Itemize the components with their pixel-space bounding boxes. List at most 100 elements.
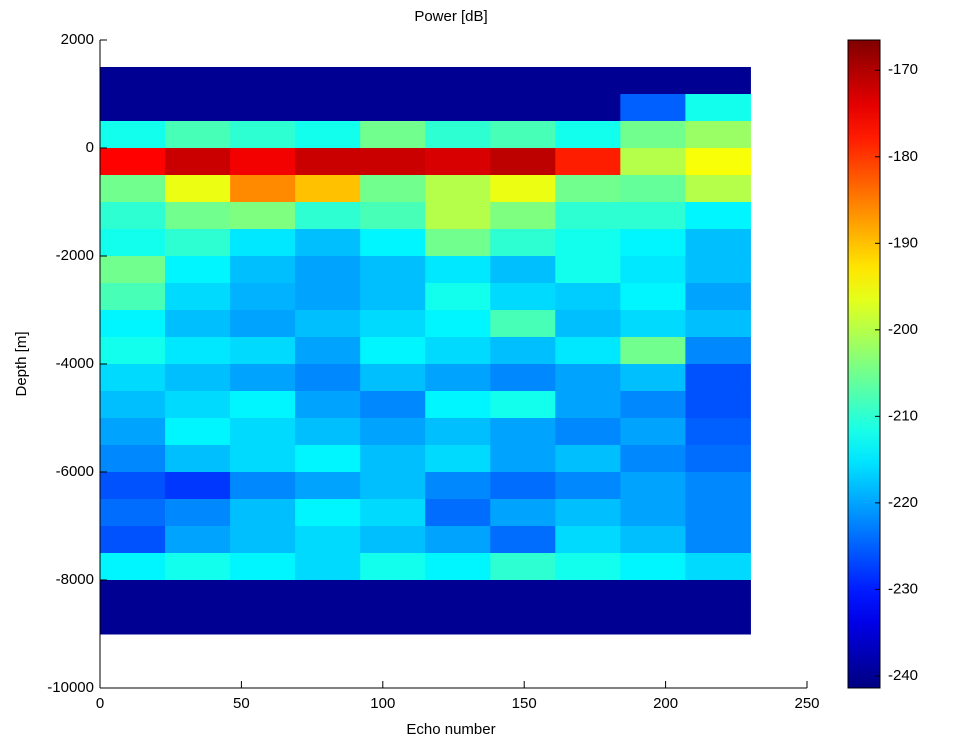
heat-cell <box>165 499 231 527</box>
heat-cell <box>490 67 556 95</box>
heat-cell <box>100 229 166 257</box>
colorbar-tick-label: -240 <box>888 667 918 684</box>
colorbar-tick-label: -210 <box>888 407 918 424</box>
heat-cell <box>360 391 426 419</box>
heat-cell <box>555 256 621 284</box>
heat-cell <box>295 418 361 446</box>
heat-cell <box>360 607 426 635</box>
heat-cell <box>165 391 231 419</box>
heat-cell <box>230 67 296 95</box>
heat-cell <box>620 445 686 473</box>
heat-cell <box>165 526 231 554</box>
heat-cell <box>100 310 166 338</box>
y-tick-label: -4000 <box>56 355 94 372</box>
heat-cell <box>425 526 491 554</box>
heat-cell <box>490 499 556 527</box>
heat-cell <box>165 553 231 581</box>
heat-cell <box>685 607 751 635</box>
heat-cell <box>685 202 751 230</box>
heat-cell <box>490 310 556 338</box>
heat-cell <box>230 499 296 527</box>
heat-cell <box>230 310 296 338</box>
heat-cell <box>230 229 296 257</box>
heat-cell <box>685 418 751 446</box>
heat-cell <box>295 553 361 581</box>
y-tick-label: -2000 <box>56 247 94 264</box>
heat-cell <box>620 229 686 257</box>
heat-cell <box>295 202 361 230</box>
heat-cell <box>425 256 491 284</box>
heat-cell <box>165 418 231 446</box>
heat-cell <box>685 310 751 338</box>
heat-cell <box>490 418 556 446</box>
heat-cell <box>295 445 361 473</box>
heat-cell <box>620 418 686 446</box>
heat-cell <box>230 148 296 176</box>
heat-cell <box>295 580 361 608</box>
colorbar <box>847 39 881 689</box>
heat-cell <box>620 256 686 284</box>
heat-cell <box>100 337 166 365</box>
heat-cell <box>685 121 751 149</box>
heat-cell <box>295 607 361 635</box>
heat-cell <box>555 283 621 311</box>
heat-cell <box>425 580 491 608</box>
heat-cell <box>685 94 751 122</box>
heat-cell <box>165 337 231 365</box>
heat-cell <box>425 121 491 149</box>
heat-cell <box>360 283 426 311</box>
heat-cell <box>490 121 556 149</box>
y-tick-label: -6000 <box>56 463 94 480</box>
heat-cell <box>360 553 426 581</box>
heat-cell <box>425 148 491 176</box>
heat-cell <box>620 391 686 419</box>
heat-cell <box>360 445 426 473</box>
heat-cell <box>490 472 556 500</box>
heat-cell <box>555 121 621 149</box>
heat-cell <box>490 229 556 257</box>
heat-cell <box>555 391 621 419</box>
x-tick-label: 200 <box>653 695 678 712</box>
heat-cell <box>620 121 686 149</box>
heat-cell <box>555 499 621 527</box>
heat-cell <box>295 229 361 257</box>
heat-cell <box>100 526 166 554</box>
heat-cell <box>425 67 491 95</box>
heat-cell <box>295 526 361 554</box>
heat-cell <box>555 229 621 257</box>
heat-cell <box>165 445 231 473</box>
heat-cell <box>620 553 686 581</box>
colorbar-tick-label: -170 <box>888 61 918 78</box>
heat-cell <box>100 175 166 203</box>
heat-cell <box>555 175 621 203</box>
heat-cell <box>490 256 556 284</box>
heat-cell <box>620 472 686 500</box>
heat-cell <box>230 472 296 500</box>
heat-cell <box>100 499 166 527</box>
heat-cell <box>165 472 231 500</box>
heat-cell <box>425 391 491 419</box>
heat-cell <box>555 580 621 608</box>
heat-cell <box>230 364 296 392</box>
heat-cell <box>685 553 751 581</box>
heat-cell <box>295 283 361 311</box>
heat-cell <box>230 202 296 230</box>
heat-cell <box>360 418 426 446</box>
heat-cell <box>100 148 166 176</box>
heat-cell <box>165 607 231 635</box>
heat-cell <box>295 472 361 500</box>
colorbar-tick-label: -200 <box>888 321 918 338</box>
heat-cell <box>360 337 426 365</box>
heat-cell <box>490 94 556 122</box>
heat-cell <box>685 580 751 608</box>
heat-cell <box>425 229 491 257</box>
heat-cell <box>620 283 686 311</box>
heat-cell <box>685 472 751 500</box>
heat-cell <box>295 337 361 365</box>
heat-cell <box>165 202 231 230</box>
heat-cell <box>555 202 621 230</box>
heat-cell <box>295 67 361 95</box>
heat-cell <box>230 391 296 419</box>
heat-cell <box>295 94 361 122</box>
